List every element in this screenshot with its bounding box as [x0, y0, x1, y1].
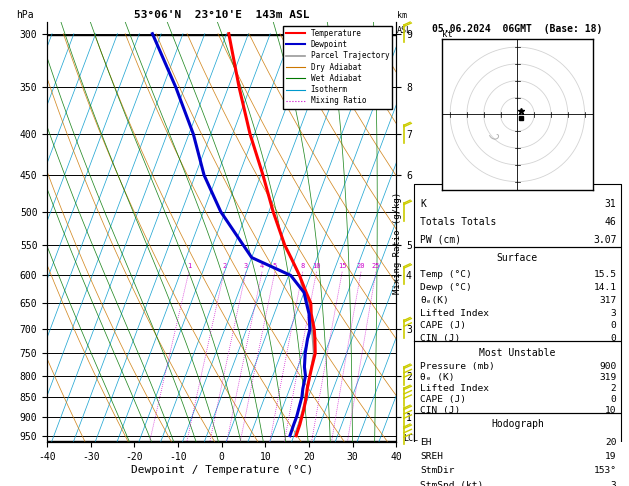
Text: 2: 2 — [222, 263, 226, 269]
Text: 317: 317 — [599, 295, 616, 305]
Text: EH: EH — [420, 437, 432, 447]
Text: Dewp (°C): Dewp (°C) — [420, 283, 472, 292]
Text: kt: kt — [442, 30, 452, 39]
Text: 3: 3 — [611, 481, 616, 486]
Text: Most Unstable: Most Unstable — [479, 347, 555, 358]
Text: CIN (J): CIN (J) — [420, 406, 460, 415]
Text: 53°06'N  23°10'E  143m ASL: 53°06'N 23°10'E 143m ASL — [134, 10, 309, 20]
Text: 8: 8 — [301, 263, 305, 269]
Text: K: K — [420, 199, 426, 209]
Text: 0: 0 — [611, 321, 616, 330]
Text: 3.07: 3.07 — [593, 235, 616, 245]
Text: 14.1: 14.1 — [593, 283, 616, 292]
Text: Pressure (mb): Pressure (mb) — [420, 363, 495, 371]
Text: 20: 20 — [357, 263, 365, 269]
Text: ASL: ASL — [397, 26, 411, 35]
Text: Temp (°C): Temp (°C) — [420, 270, 472, 279]
Text: θₑ(K): θₑ(K) — [420, 295, 449, 305]
Text: Totals Totals: Totals Totals — [420, 217, 497, 227]
Text: 0: 0 — [611, 395, 616, 404]
Text: Lifted Index: Lifted Index — [420, 309, 489, 317]
Text: 4: 4 — [260, 263, 264, 269]
Text: 153°: 153° — [593, 467, 616, 475]
Text: CAPE (J): CAPE (J) — [420, 321, 467, 330]
Text: Mixing Ratio (g/kg): Mixing Ratio (g/kg) — [393, 192, 402, 294]
Text: 1: 1 — [187, 263, 191, 269]
Text: CAPE (J): CAPE (J) — [420, 395, 467, 404]
X-axis label: Dewpoint / Temperature (°C): Dewpoint / Temperature (°C) — [131, 465, 313, 475]
Text: LCL: LCL — [403, 434, 418, 443]
Text: StmDir: StmDir — [420, 467, 455, 475]
Text: 900: 900 — [599, 363, 616, 371]
Text: 319: 319 — [599, 373, 616, 382]
Text: 46: 46 — [604, 217, 616, 227]
Text: PW (cm): PW (cm) — [420, 235, 462, 245]
Text: Hodograph: Hodograph — [491, 419, 544, 429]
Text: 25: 25 — [372, 263, 380, 269]
Text: 10: 10 — [605, 406, 616, 415]
Text: StmSpd (kt): StmSpd (kt) — [420, 481, 484, 486]
Text: 0: 0 — [611, 334, 616, 343]
Text: 15.5: 15.5 — [593, 270, 616, 279]
Text: 10: 10 — [312, 263, 321, 269]
Text: θₑ (K): θₑ (K) — [420, 373, 455, 382]
Text: 15: 15 — [338, 263, 347, 269]
Text: 2: 2 — [611, 384, 616, 393]
Text: CIN (J): CIN (J) — [420, 334, 460, 343]
Text: SREH: SREH — [420, 452, 443, 461]
Text: 3: 3 — [244, 263, 248, 269]
Text: km: km — [397, 11, 406, 20]
Legend: Temperature, Dewpoint, Parcel Trajectory, Dry Adiabat, Wet Adiabat, Isotherm, Mi: Temperature, Dewpoint, Parcel Trajectory… — [282, 26, 392, 108]
Text: 5: 5 — [273, 263, 277, 269]
Text: 19: 19 — [605, 452, 616, 461]
Text: Lifted Index: Lifted Index — [420, 384, 489, 393]
Text: hPa: hPa — [16, 10, 33, 20]
Text: 31: 31 — [604, 199, 616, 209]
Text: Surface: Surface — [497, 253, 538, 263]
Text: 05.06.2024  06GMT  (Base: 18): 05.06.2024 06GMT (Base: 18) — [432, 24, 603, 34]
Text: 3: 3 — [611, 309, 616, 317]
Text: 20: 20 — [605, 437, 616, 447]
